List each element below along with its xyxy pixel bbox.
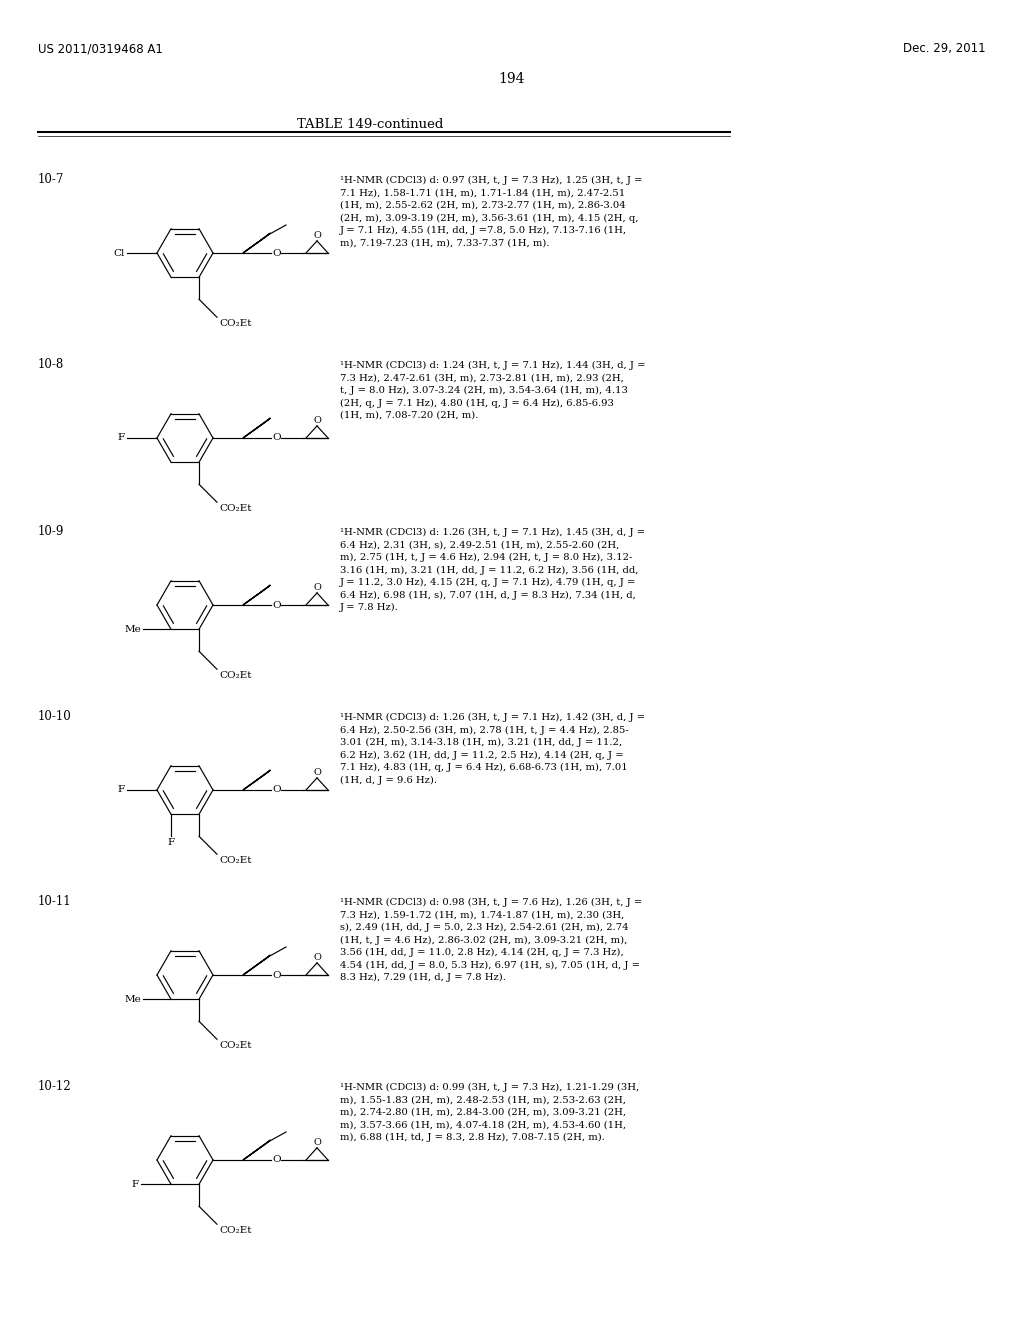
Text: 7.1 Hz), 1.58-1.71 (1H, m), 1.71-1.84 (1H, m), 2.47-2.51: 7.1 Hz), 1.58-1.71 (1H, m), 1.71-1.84 (1… (340, 189, 626, 198)
Text: J = 7.1 Hz), 4.55 (1H, dd, J =7.8, 5.0 Hz), 7.13-7.16 (1H,: J = 7.1 Hz), 4.55 (1H, dd, J =7.8, 5.0 H… (340, 226, 627, 235)
Text: 4.54 (1H, dd, J = 8.0, 5.3 Hz), 6.97 (1H, s), 7.05 (1H, d, J =: 4.54 (1H, dd, J = 8.0, 5.3 Hz), 6.97 (1H… (340, 961, 640, 970)
Text: (1H, t, J = 4.6 Hz), 2.86-3.02 (2H, m), 3.09-3.21 (2H, m),: (1H, t, J = 4.6 Hz), 2.86-3.02 (2H, m), … (340, 936, 628, 945)
Text: Me: Me (124, 995, 141, 1003)
Text: m), 2.74-2.80 (1H, m), 2.84-3.00 (2H, m), 3.09-3.21 (2H,: m), 2.74-2.80 (1H, m), 2.84-3.00 (2H, m)… (340, 1107, 626, 1117)
Text: O: O (313, 416, 321, 425)
Text: m), 2.75 (1H, t, J = 4.6 Hz), 2.94 (2H, t, J = 8.0 Hz), 3.12-: m), 2.75 (1H, t, J = 4.6 Hz), 2.94 (2H, … (340, 553, 633, 562)
Text: (1H, m), 7.08-7.20 (2H, m).: (1H, m), 7.08-7.20 (2H, m). (340, 411, 478, 420)
Text: US 2011/0319468 A1: US 2011/0319468 A1 (38, 42, 163, 55)
Polygon shape (243, 954, 270, 975)
Text: O: O (313, 1138, 321, 1147)
Text: F: F (168, 838, 174, 847)
Text: O: O (313, 768, 321, 777)
Text: 10-11: 10-11 (38, 895, 72, 908)
Text: 7.1 Hz), 4.83 (1H, q, J = 6.4 Hz), 6.68-6.73 (1H, m), 7.01: 7.1 Hz), 4.83 (1H, q, J = 6.4 Hz), 6.68-… (340, 763, 628, 772)
Text: CO₂Et: CO₂Et (219, 319, 252, 329)
Polygon shape (243, 1140, 270, 1160)
Text: m), 1.55-1.83 (2H, m), 2.48-2.53 (1H, m), 2.53-2.63 (2H,: m), 1.55-1.83 (2H, m), 2.48-2.53 (1H, m)… (340, 1096, 626, 1105)
Text: 10-12: 10-12 (38, 1080, 72, 1093)
Text: CO₂Et: CO₂Et (219, 857, 252, 865)
Text: (2H, q, J = 7.1 Hz), 4.80 (1H, q, J = 6.4 Hz), 6.85-6.93: (2H, q, J = 7.1 Hz), 4.80 (1H, q, J = 6.… (340, 399, 613, 408)
Polygon shape (243, 418, 270, 438)
Text: F: F (132, 1180, 139, 1189)
Text: O: O (313, 953, 321, 962)
Text: 6.4 Hz), 6.98 (1H, s), 7.07 (1H, d, J = 8.3 Hz), 7.34 (1H, d,: 6.4 Hz), 6.98 (1H, s), 7.07 (1H, d, J = … (340, 590, 636, 599)
Text: 10-8: 10-8 (38, 358, 65, 371)
Text: ¹H-NMR (CDCl3) d: 0.98 (3H, t, J = 7.6 Hz), 1.26 (3H, t, J =: ¹H-NMR (CDCl3) d: 0.98 (3H, t, J = 7.6 H… (340, 898, 642, 907)
Text: ¹H-NMR (CDCl3) d: 1.26 (3H, t, J = 7.1 Hz), 1.42 (3H, d, J =: ¹H-NMR (CDCl3) d: 1.26 (3H, t, J = 7.1 H… (340, 713, 645, 722)
Text: 10-7: 10-7 (38, 173, 65, 186)
Text: 194: 194 (499, 73, 525, 86)
Text: m), 6.88 (1H, td, J = 8.3, 2.8 Hz), 7.08-7.15 (2H, m).: m), 6.88 (1H, td, J = 8.3, 2.8 Hz), 7.08… (340, 1133, 605, 1142)
Text: O: O (272, 433, 281, 442)
Text: 6.2 Hz), 3.62 (1H, dd, J = 11.2, 2.5 Hz), 4.14 (2H, q, J =: 6.2 Hz), 3.62 (1H, dd, J = 11.2, 2.5 Hz)… (340, 751, 624, 759)
Text: 6.4 Hz), 2.50-2.56 (3H, m), 2.78 (1H, t, J = 4.4 Hz), 2.85-: 6.4 Hz), 2.50-2.56 (3H, m), 2.78 (1H, t,… (340, 726, 629, 735)
Text: O: O (272, 601, 281, 610)
Text: 3.01 (2H, m), 3.14-3.18 (1H, m), 3.21 (1H, dd, J = 11.2,: 3.01 (2H, m), 3.14-3.18 (1H, m), 3.21 (1… (340, 738, 623, 747)
Text: (2H, m), 3.09-3.19 (2H, m), 3.56-3.61 (1H, m), 4.15 (2H, q,: (2H, m), 3.09-3.19 (2H, m), 3.56-3.61 (1… (340, 214, 639, 223)
Text: F: F (118, 785, 125, 795)
Text: 3.16 (1H, m), 3.21 (1H, dd, J = 11.2, 6.2 Hz), 3.56 (1H, dd,: 3.16 (1H, m), 3.21 (1H, dd, J = 11.2, 6.… (340, 565, 639, 574)
Text: s), 2.49 (1H, dd, J = 5.0, 2.3 Hz), 2.54-2.61 (2H, m), 2.74: s), 2.49 (1H, dd, J = 5.0, 2.3 Hz), 2.54… (340, 923, 629, 932)
Text: O: O (272, 785, 281, 795)
Text: J = 11.2, 3.0 Hz), 4.15 (2H, q, J = 7.1 Hz), 4.79 (1H, q, J =: J = 11.2, 3.0 Hz), 4.15 (2H, q, J = 7.1 … (340, 578, 636, 587)
Text: CO₂Et: CO₂Et (219, 504, 252, 513)
Text: 10-10: 10-10 (38, 710, 72, 723)
Text: O: O (313, 583, 321, 591)
Text: 6.4 Hz), 2.31 (3H, s), 2.49-2.51 (1H, m), 2.55-2.60 (2H,: 6.4 Hz), 2.31 (3H, s), 2.49-2.51 (1H, m)… (340, 540, 620, 549)
Polygon shape (243, 770, 270, 789)
Text: ¹H-NMR (CDCl3) d: 0.97 (3H, t, J = 7.3 Hz), 1.25 (3H, t, J =: ¹H-NMR (CDCl3) d: 0.97 (3H, t, J = 7.3 H… (340, 176, 642, 185)
Text: Cl: Cl (114, 248, 125, 257)
Text: CO₂Et: CO₂Et (219, 1226, 252, 1236)
Text: 7.3 Hz), 1.59-1.72 (1H, m), 1.74-1.87 (1H, m), 2.30 (3H,: 7.3 Hz), 1.59-1.72 (1H, m), 1.74-1.87 (1… (340, 911, 625, 920)
Text: O: O (313, 231, 321, 240)
Text: 8.3 Hz), 7.29 (1H, d, J = 7.8 Hz).: 8.3 Hz), 7.29 (1H, d, J = 7.8 Hz). (340, 973, 506, 982)
Text: m), 7.19-7.23 (1H, m), 7.33-7.37 (1H, m).: m), 7.19-7.23 (1H, m), 7.33-7.37 (1H, m)… (340, 239, 550, 248)
Text: TABLE 149-continued: TABLE 149-continued (297, 117, 443, 131)
Text: (1H, m), 2.55-2.62 (2H, m), 2.73-2.77 (1H, m), 2.86-3.04: (1H, m), 2.55-2.62 (2H, m), 2.73-2.77 (1… (340, 201, 626, 210)
Text: (1H, d, J = 9.6 Hz).: (1H, d, J = 9.6 Hz). (340, 776, 437, 784)
Polygon shape (243, 234, 270, 253)
Text: 3.56 (1H, dd, J = 11.0, 2.8 Hz), 4.14 (2H, q, J = 7.3 Hz),: 3.56 (1H, dd, J = 11.0, 2.8 Hz), 4.14 (2… (340, 948, 624, 957)
Text: O: O (272, 970, 281, 979)
Text: CO₂Et: CO₂Et (219, 672, 252, 680)
Text: ¹H-NMR (CDCl3) d: 1.26 (3H, t, J = 7.1 Hz), 1.45 (3H, d, J =: ¹H-NMR (CDCl3) d: 1.26 (3H, t, J = 7.1 H… (340, 528, 645, 537)
Text: 7.3 Hz), 2.47-2.61 (3H, m), 2.73-2.81 (1H, m), 2.93 (2H,: 7.3 Hz), 2.47-2.61 (3H, m), 2.73-2.81 (1… (340, 374, 624, 383)
Text: O: O (272, 248, 281, 257)
Polygon shape (243, 585, 270, 605)
Text: F: F (118, 433, 125, 442)
Text: Me: Me (124, 624, 141, 634)
Text: m), 3.57-3.66 (1H, m), 4.07-4.18 (2H, m), 4.53-4.60 (1H,: m), 3.57-3.66 (1H, m), 4.07-4.18 (2H, m)… (340, 1121, 626, 1130)
Text: 10-9: 10-9 (38, 525, 65, 539)
Text: ¹H-NMR (CDCl3) d: 0.99 (3H, t, J = 7.3 Hz), 1.21-1.29 (3H,: ¹H-NMR (CDCl3) d: 0.99 (3H, t, J = 7.3 H… (340, 1082, 639, 1092)
Text: ¹H-NMR (CDCl3) d: 1.24 (3H, t, J = 7.1 Hz), 1.44 (3H, d, J =: ¹H-NMR (CDCl3) d: 1.24 (3H, t, J = 7.1 H… (340, 360, 645, 370)
Text: t, J = 8.0 Hz), 3.07-3.24 (2H, m), 3.54-3.64 (1H, m), 4.13: t, J = 8.0 Hz), 3.07-3.24 (2H, m), 3.54-… (340, 385, 628, 395)
Text: CO₂Et: CO₂Et (219, 1041, 252, 1051)
Text: Dec. 29, 2011: Dec. 29, 2011 (903, 42, 986, 55)
Text: J = 7.8 Hz).: J = 7.8 Hz). (340, 603, 399, 612)
Text: O: O (272, 1155, 281, 1164)
